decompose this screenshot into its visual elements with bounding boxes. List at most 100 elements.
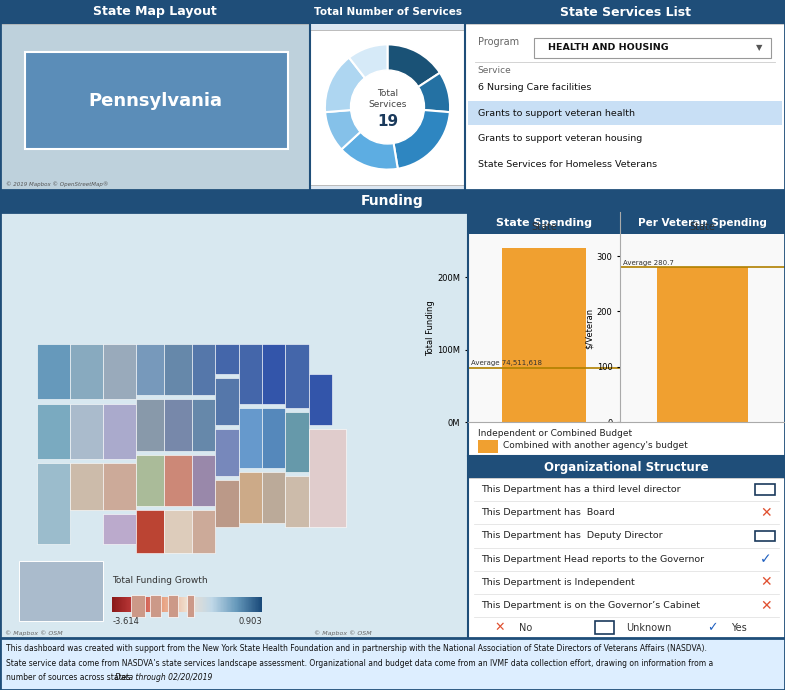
Bar [187,595,194,617]
Bar [239,408,262,468]
Text: ▼: ▼ [756,43,763,52]
Bar [164,344,192,395]
Text: Independent or Combined Budget: Independent or Combined Budget [477,428,632,437]
Bar [136,344,164,395]
Text: 19: 19 [377,115,398,130]
Text: Total
Services: Total Services [368,89,407,109]
Bar [103,404,136,459]
Bar [215,344,239,374]
Bar [131,595,145,617]
Text: Average 74,511,618: Average 74,511,618 [471,360,542,366]
Text: Program: Program [478,37,519,48]
Text: ✓: ✓ [706,621,717,634]
Bar [309,429,346,527]
Bar [38,404,70,459]
Title: State: State [531,221,557,232]
Text: State Services for Homeless Veterans: State Services for Homeless Veterans [478,160,657,169]
Bar [657,267,748,422]
FancyBboxPatch shape [468,101,782,126]
Bar [262,344,286,404]
Bar [192,455,215,506]
Bar [19,562,103,621]
Bar [164,455,192,506]
Circle shape [351,70,425,144]
Bar [103,515,136,544]
Text: Yes: Yes [731,622,747,633]
Text: State Services List: State Services List [560,6,691,19]
Text: This Department is on the Governor’s Cabinet: This Department is on the Governor’s Cab… [480,601,699,610]
Bar [136,455,164,506]
Text: HEALTH AND HOUSING: HEALTH AND HOUSING [548,43,669,52]
Bar [38,464,70,544]
Bar [239,344,262,404]
Text: This Department has  Board: This Department has Board [480,509,615,518]
Wedge shape [388,44,440,107]
Wedge shape [388,72,450,112]
Bar [262,408,286,468]
Bar [262,472,286,523]
Bar [192,344,215,395]
Bar [595,621,614,634]
Bar [755,531,776,541]
Text: State service data come from NASDVA’s state services landscape assessment. Organ: State service data come from NASDVA’s st… [6,659,714,668]
Bar [103,344,136,400]
Bar [502,248,586,422]
Text: Grants to support veteran health: Grants to support veteran health [478,109,635,118]
Bar [192,510,215,553]
Bar [103,464,136,510]
Text: ✕: ✕ [495,621,505,634]
Bar [169,595,178,617]
Text: Funding: Funding [361,194,424,208]
Wedge shape [388,107,450,169]
Text: State Map Layout: State Map Layout [93,6,217,19]
Bar [755,484,776,495]
Bar [286,412,309,472]
Text: This Department is Independent: This Department is Independent [480,578,634,587]
Text: Per Veteran Spending: Per Veteran Spending [638,218,767,228]
Bar [136,510,164,553]
Wedge shape [341,107,398,170]
Text: number of sources across states.: number of sources across states. [6,673,135,682]
Text: © Mapbox © OSM: © Mapbox © OSM [313,630,371,636]
Bar [70,404,103,459]
Text: ✕: ✕ [760,599,772,613]
Text: © 2019 Mapbox © OpenStreetMap®: © 2019 Mapbox © OpenStreetMap® [6,181,108,187]
Text: Average 280.7: Average 280.7 [623,259,674,266]
Bar [286,476,309,527]
Bar [70,464,103,510]
Bar [477,440,498,453]
Bar [164,400,192,451]
Text: No: No [519,622,532,633]
Bar [215,429,239,476]
Text: © Mapbox © OSM: © Mapbox © OSM [5,630,62,636]
Text: Total Funding Growth: Total Funding Growth [112,575,208,584]
Bar [136,400,164,451]
Bar [309,374,332,425]
Bar [150,595,162,617]
Text: Total Number of Services: Total Number of Services [313,7,462,17]
Text: Organizational Structure: Organizational Structure [544,460,709,473]
Text: Data through 02/20/2019: Data through 02/20/2019 [115,673,213,682]
Y-axis label: Total Funding: Total Funding [425,300,435,356]
Polygon shape [25,52,288,148]
Text: Grants to support veteran housing: Grants to support veteran housing [478,135,642,144]
Text: 6 Nursing Care facilities: 6 Nursing Care facilities [478,83,591,92]
Text: ✓: ✓ [760,552,772,566]
Wedge shape [325,107,388,150]
Bar [70,344,103,400]
Y-axis label: $/Veteran: $/Veteran [585,308,593,348]
Bar [215,480,239,527]
Bar [192,400,215,451]
Text: Combined with another agency's budget: Combined with another agency's budget [503,442,688,451]
Text: This Department has a third level director: This Department has a third level direct… [480,485,681,494]
Text: -3.614: -3.614 [112,617,139,626]
FancyBboxPatch shape [534,38,771,58]
Text: This dashboard was created with support from the New York State Health Foundatio: This dashboard was created with support … [6,644,707,653]
Text: Pennsylvania: Pennsylvania [88,92,222,110]
Text: State Spending: State Spending [496,218,592,228]
Text: This Department has  Deputy Director: This Department has Deputy Director [480,531,663,540]
Bar [164,510,192,553]
Text: 0.903: 0.903 [239,617,262,626]
Text: Service: Service [478,66,512,75]
Text: ✕: ✕ [760,506,772,520]
